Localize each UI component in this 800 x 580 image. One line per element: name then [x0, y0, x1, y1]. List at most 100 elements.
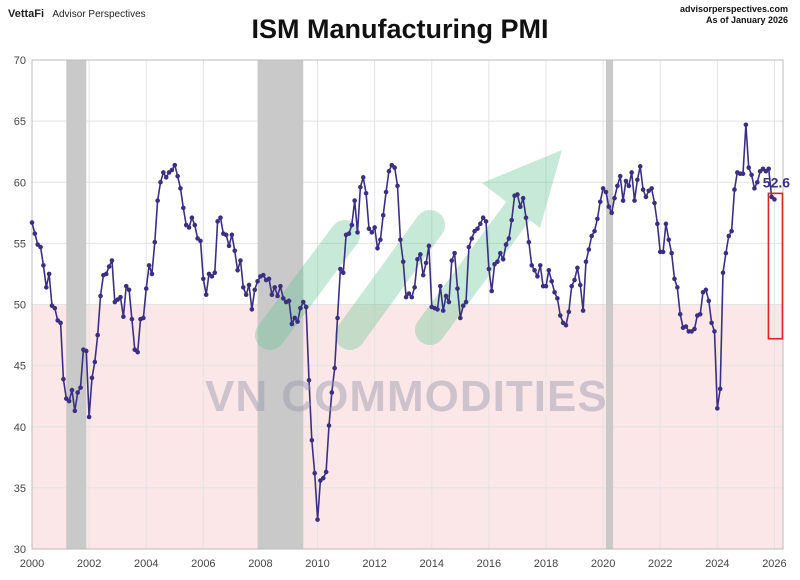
pmi-data-point	[75, 390, 80, 395]
pmi-data-point	[572, 277, 577, 283]
pmi-data-point	[186, 225, 192, 230]
pmi-data-point	[181, 205, 186, 211]
pmi-data-point	[189, 215, 195, 221]
header-source: advisorperspectives.com As of January 20…	[680, 4, 788, 26]
pmi-data-point	[29, 220, 35, 225]
pmi-data-point	[155, 198, 160, 203]
pmi-data-point	[292, 315, 298, 321]
pmi-data-point	[615, 183, 620, 189]
latest-value-label: 52.6	[763, 174, 790, 190]
latest-value-box	[767, 192, 784, 340]
pmi-data-point	[238, 258, 243, 263]
pmi-data-point	[129, 316, 135, 322]
pmi-data-point	[420, 272, 426, 278]
pmi-data-point	[563, 322, 569, 328]
pmi-data-point	[720, 270, 726, 276]
pmi-data-point	[649, 186, 654, 191]
pmi-data-point	[246, 282, 252, 288]
pmi-data-point	[717, 386, 723, 392]
pmi-data-point	[772, 197, 777, 202]
pmi-data-point	[126, 287, 132, 293]
pmi-data-point	[546, 267, 552, 273]
pmi-data-point	[360, 175, 366, 180]
pmi-data-point	[178, 186, 183, 191]
pmi-data-point	[135, 349, 140, 355]
pmi-data-point	[600, 186, 606, 191]
pmi-data-point	[161, 170, 166, 175]
sub-brand: Advisor Perspectives	[52, 9, 146, 20]
watermark-arrow-head	[482, 150, 562, 228]
pmi-data-point	[555, 296, 560, 301]
pmi-data-point	[209, 274, 215, 279]
pmi-data-point	[346, 231, 352, 236]
pmi-data-point	[366, 226, 372, 232]
pmi-data-point	[66, 398, 72, 404]
pmi-data-point	[272, 285, 278, 290]
source-site: advisorperspectives.com	[679, 4, 788, 14]
pmi-data-point	[349, 222, 355, 228]
pmi-data-point	[478, 221, 483, 227]
pmi-data-point	[375, 245, 380, 251]
pmi-data-point	[577, 282, 583, 288]
pmi-data-point	[295, 319, 300, 324]
recession-band	[605, 60, 614, 549]
pmi-data-point	[212, 270, 218, 276]
pmi-data-point	[226, 243, 232, 249]
pmi-data-point	[500, 256, 506, 262]
pmi-data-point	[526, 239, 532, 245]
pmi-data-point	[380, 212, 386, 218]
pmi-data-point	[452, 250, 457, 256]
pmi-data-point	[118, 294, 123, 300]
pmi-data-point	[403, 294, 409, 300]
pmi-data-point	[38, 244, 43, 250]
pmi-data-point	[152, 239, 158, 245]
pmi-data-point	[683, 324, 689, 329]
pmi-data-point	[515, 192, 520, 197]
pmi-data-point	[666, 237, 672, 243]
pmi-data-point	[669, 250, 674, 256]
pmi-data-point	[529, 263, 535, 268]
pmi-data-point	[543, 283, 549, 289]
pmi-data-point	[586, 247, 592, 252]
pmi-data-point	[98, 293, 103, 299]
pmi-data-point	[483, 219, 489, 224]
pmi-data-point	[312, 470, 317, 476]
as-of-date: As of January 2026	[705, 15, 788, 25]
pmi-data-point	[412, 285, 417, 290]
pmi-data-point	[566, 309, 572, 315]
y-tick-label: 55	[14, 238, 26, 250]
pmi-data-point	[549, 278, 555, 284]
x-tick-label: 2016	[477, 558, 501, 570]
pmi-data-point	[523, 215, 529, 221]
pmi-data-point	[743, 122, 749, 128]
chart-title: ISM Manufacturing PMI	[251, 14, 549, 44]
y-tick-label: 60	[14, 177, 26, 189]
pmi-data-point	[92, 359, 98, 365]
pmi-data-point	[640, 187, 646, 192]
pmi-data-point	[409, 294, 415, 300]
recession-band	[66, 60, 87, 549]
pmi-data-point	[466, 244, 472, 250]
pmi-data-point	[158, 179, 163, 185]
pmi-data-point	[552, 289, 557, 295]
pmi-data-point	[72, 408, 78, 414]
pmi-data-point	[358, 184, 363, 190]
pmi-data-point	[506, 236, 512, 241]
pmi-data-point	[243, 292, 249, 298]
y-tick-label: 50	[14, 300, 26, 312]
pmi-data-point	[315, 517, 320, 522]
x-tick-label: 2000	[20, 558, 44, 570]
pmi-data-point	[623, 178, 629, 184]
pmi-data-point	[629, 170, 634, 175]
y-tick-label: 70	[14, 55, 26, 67]
pmi-data-point	[175, 173, 180, 179]
pmi-data-point	[280, 296, 286, 301]
pmi-data-point	[740, 171, 746, 176]
pmi-data-point	[612, 195, 617, 201]
pmi-data-point	[609, 210, 614, 216]
pmi-data-point	[652, 200, 657, 206]
pmi-data-point	[46, 271, 52, 277]
pmi-data-point	[372, 225, 377, 230]
pmi-data-point	[286, 298, 292, 304]
